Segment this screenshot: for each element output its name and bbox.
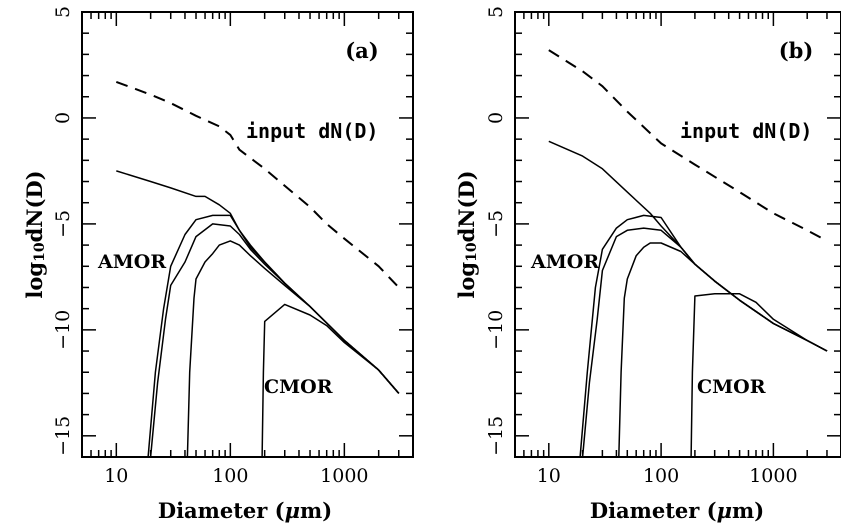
panel-label: (b)	[779, 38, 814, 63]
model-curve-4	[186, 240, 400, 458]
y-tick-label: 5	[485, 6, 507, 18]
input-distribution-line	[115, 80, 400, 289]
y-tick-label: −10	[485, 310, 507, 350]
x-axis-title: Diameter (μm)	[590, 498, 764, 523]
amor-annotation: AMOR	[97, 251, 166, 273]
y-tick-label: −10	[52, 310, 74, 350]
panel-b: 10 100 1000 5 0 −5 −10 −15 Diameter (μm) log10dN(…	[454, 6, 841, 523]
input-dn-annotation: input dN(D)	[246, 119, 378, 143]
x-tick-label: 10	[104, 465, 128, 487]
cmor-annotation: CMOR	[697, 376, 766, 398]
input-distribution-line	[548, 49, 828, 242]
y-tick-label: 5	[52, 6, 74, 18]
plot-frame	[81, 11, 414, 458]
x-tick-label: 1000	[320, 465, 368, 487]
y-tick-label: 0	[485, 112, 507, 124]
amor-annotation: AMOR	[530, 251, 599, 273]
x-tick-label: 10	[537, 465, 561, 487]
panel-label: (a)	[345, 38, 378, 63]
y-tick-label: −15	[485, 416, 507, 456]
y-tick-label: −5	[52, 210, 74, 238]
y-tick-label: −5	[485, 210, 507, 238]
model-curve-5	[261, 303, 400, 458]
cmor-annotation: CMOR	[264, 376, 333, 398]
x-axis-title: Diameter (μm)	[158, 498, 332, 523]
y-axis-title: log10dN(D)	[454, 170, 481, 298]
tick-marks	[81, 11, 414, 458]
y-axis-title: log10dN(D)	[22, 170, 49, 298]
model-curve-2	[579, 214, 828, 458]
plot-frame	[514, 11, 841, 458]
x-tick-label: 100	[643, 465, 679, 487]
y-tick-label: 0	[52, 112, 74, 124]
model-curve-4	[618, 242, 828, 458]
model-curve-1	[116, 170, 400, 394]
x-tick-label: 1000	[749, 465, 797, 487]
input-dn-annotation: input dN(D)	[680, 119, 812, 143]
tick-marks	[514, 11, 841, 458]
x-tick-label: 100	[212, 465, 248, 487]
panel-a: 10 100 1000 5 0 −5 −10 −15 Diameter (μm) log10dN(…	[22, 6, 414, 523]
model-curve-5	[690, 293, 828, 458]
y-tick-label: −15	[52, 416, 74, 456]
model-curve-1	[548, 140, 828, 352]
